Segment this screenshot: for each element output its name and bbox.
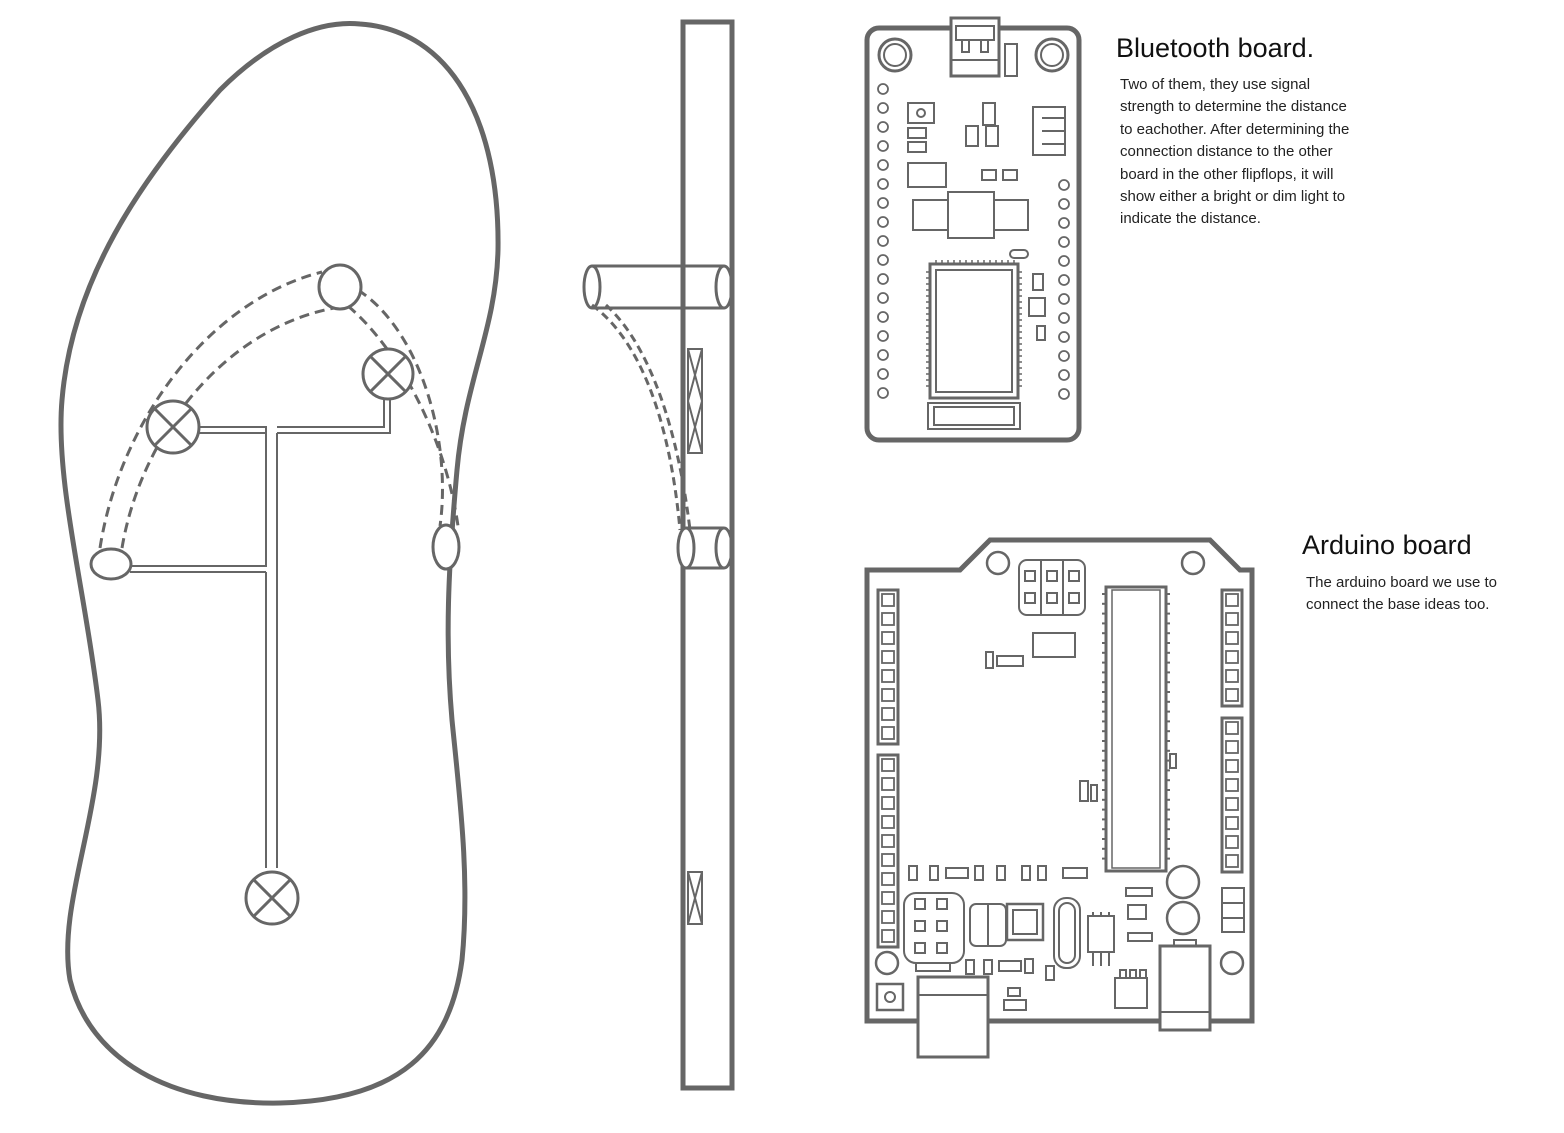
pin-hole bbox=[1058, 350, 1070, 362]
header-pin bbox=[1225, 650, 1239, 664]
arduino-board-outline bbox=[864, 537, 1255, 1024]
pin-hole bbox=[877, 254, 889, 266]
arduino-power-jack bbox=[1158, 944, 1212, 1032]
pin-hole bbox=[877, 368, 889, 380]
left-strap-anchor bbox=[89, 547, 133, 581]
header-pin bbox=[881, 853, 895, 867]
header-pin bbox=[881, 891, 895, 905]
header-pin bbox=[881, 910, 895, 924]
header-pin bbox=[1225, 778, 1239, 792]
side-lamp bbox=[687, 348, 703, 454]
pin-hole bbox=[1058, 369, 1070, 381]
pin-hole bbox=[877, 83, 889, 95]
header-pin bbox=[881, 631, 895, 645]
header-pin bbox=[881, 593, 895, 607]
pin-hole bbox=[877, 178, 889, 190]
pin-hole bbox=[1058, 198, 1070, 210]
pin-hole bbox=[1058, 388, 1070, 400]
header-pin bbox=[881, 650, 895, 664]
bluetooth-board-description: Two of them, they use signal strength to… bbox=[1120, 76, 1350, 228]
arduino-analog-header bbox=[1220, 716, 1244, 874]
pin-hole bbox=[877, 292, 889, 304]
pin-hole bbox=[877, 349, 889, 361]
header-pin bbox=[1225, 797, 1239, 811]
pin-hole bbox=[1058, 255, 1070, 267]
pin-hole bbox=[877, 273, 889, 285]
header-pin bbox=[1225, 835, 1239, 849]
bluetooth-left-pin-row bbox=[877, 83, 889, 399]
bluetooth-chip bbox=[928, 262, 1020, 400]
header-pin bbox=[881, 758, 895, 772]
side-lamp bbox=[687, 871, 703, 925]
flipflop-side-view bbox=[582, 19, 735, 1091]
bluetooth-board bbox=[864, 16, 1082, 443]
header-pin bbox=[881, 834, 895, 848]
header-pin bbox=[1225, 631, 1239, 645]
pin-hole bbox=[1058, 179, 1070, 191]
header-body bbox=[1220, 716, 1244, 874]
header-pin bbox=[1225, 612, 1239, 626]
arduino-power-header bbox=[1220, 588, 1244, 708]
circuit-wires bbox=[130, 395, 391, 868]
header-body bbox=[876, 753, 900, 949]
bluetooth-chip-pins bbox=[926, 260, 1022, 387]
bluetooth-board-title: Bluetooth board. bbox=[1116, 33, 1315, 63]
pin-hole bbox=[877, 140, 889, 152]
header-pin bbox=[1225, 740, 1239, 754]
flipflop-top-view bbox=[58, 21, 501, 1106]
header-pin bbox=[1225, 759, 1239, 773]
header-pin bbox=[881, 815, 895, 829]
strap-dashed-lines bbox=[98, 270, 460, 549]
header-pin bbox=[1225, 816, 1239, 830]
header-pin bbox=[881, 726, 895, 740]
right-strap-anchor bbox=[431, 523, 461, 571]
arduino-digital-header-upper bbox=[876, 588, 900, 746]
pin-hole bbox=[877, 102, 889, 114]
header-pin bbox=[1225, 593, 1239, 607]
header-body bbox=[876, 588, 900, 746]
arduino-digital-header-lower bbox=[876, 753, 900, 949]
pin-hole bbox=[1058, 236, 1070, 248]
pin-hole bbox=[1058, 217, 1070, 229]
lamp-icon bbox=[145, 399, 201, 455]
sole-outline bbox=[58, 21, 501, 1106]
header-pin bbox=[881, 777, 895, 791]
header-pin bbox=[881, 929, 895, 943]
header-body bbox=[1220, 588, 1244, 708]
arduino-board bbox=[864, 537, 1255, 1059]
header-pin bbox=[881, 796, 895, 810]
pin-hole bbox=[1058, 274, 1070, 286]
header-pin bbox=[1225, 669, 1239, 683]
arduino-board-description: The arduino board we use to connect the … bbox=[1306, 574, 1497, 614]
pin-hole bbox=[1058, 331, 1070, 343]
header-pin bbox=[881, 707, 895, 721]
pin-hole bbox=[1058, 312, 1070, 324]
header-pin bbox=[1225, 688, 1239, 702]
arduino-board-title: Arduino board bbox=[1302, 530, 1472, 560]
pin-hole bbox=[877, 197, 889, 209]
atmega-chip-pins bbox=[1102, 593, 1170, 860]
header-pin bbox=[1225, 721, 1239, 735]
bluetooth-right-pin-row bbox=[1058, 179, 1070, 400]
pin-hole bbox=[877, 121, 889, 133]
header-pin bbox=[881, 612, 895, 626]
header-pin bbox=[1225, 854, 1239, 868]
pin-hole bbox=[877, 330, 889, 342]
atmega-chip bbox=[1104, 585, 1168, 873]
toe-post-anchor bbox=[317, 263, 363, 311]
pin-hole bbox=[877, 216, 889, 228]
header-pin bbox=[881, 872, 895, 886]
arduino-usb-port bbox=[916, 975, 990, 1059]
pin-hole bbox=[877, 235, 889, 247]
pin-hole bbox=[877, 159, 889, 171]
lamp-icon bbox=[244, 870, 300, 926]
lamp-icon bbox=[361, 347, 415, 401]
pin-hole bbox=[877, 387, 889, 399]
pin-hole bbox=[1058, 293, 1070, 305]
header-pin bbox=[881, 669, 895, 683]
pin-hole bbox=[877, 311, 889, 323]
header-pin bbox=[881, 688, 895, 702]
